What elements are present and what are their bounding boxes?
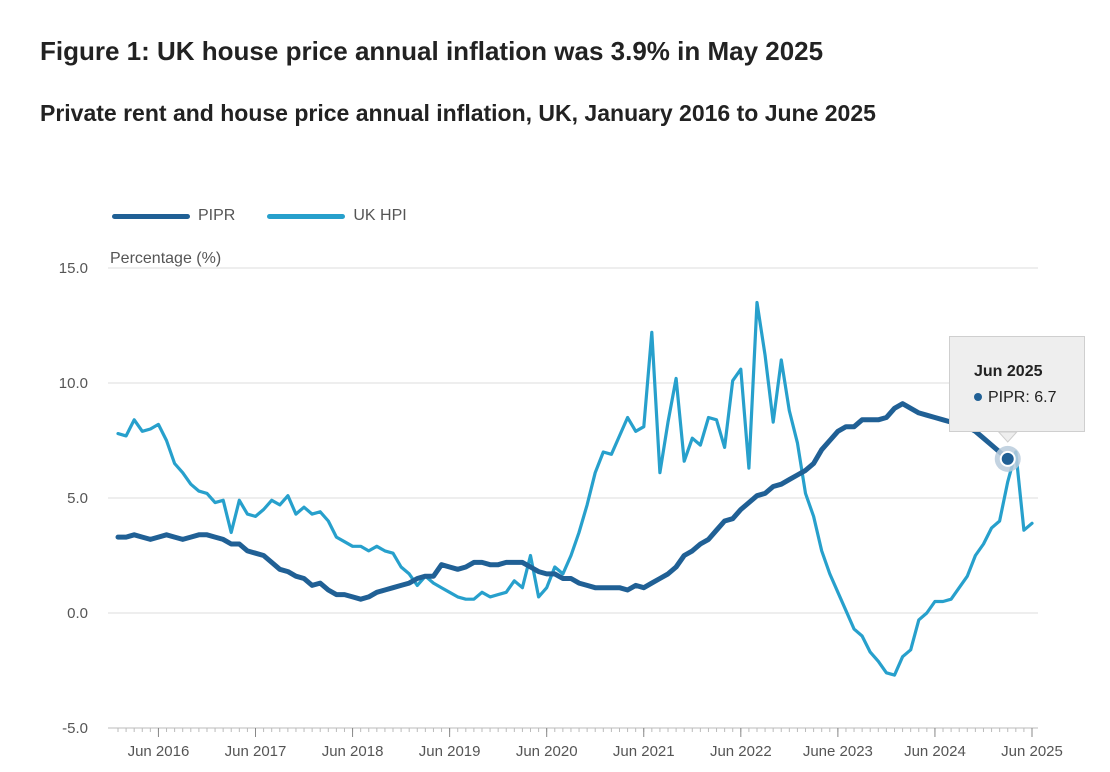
- x-tick-label: June 2023: [803, 743, 873, 760]
- tooltip-value: 6.7: [1034, 389, 1057, 406]
- tooltip-value-line: PIPR: 6.7: [974, 389, 1084, 407]
- x-tick-label: Jun 2016: [128, 743, 190, 760]
- x-tick-label: Jun 2022: [710, 743, 772, 760]
- hover-point[interactable]: [999, 450, 1016, 467]
- chart-legend: PIPR UK HPI: [112, 207, 439, 225]
- y-tick-label: 0.0: [67, 605, 88, 622]
- tooltip-pointer: [997, 431, 1018, 443]
- chart-subtitle: Private rent and house price annual infl…: [40, 100, 876, 126]
- legend-item-uk-hpi[interactable]: UK HPI: [267, 207, 407, 225]
- series-lines: [115, 300, 1034, 677]
- legend-label-pipr: PIPR: [198, 207, 236, 224]
- legend-swatch-pipr: [112, 213, 190, 219]
- series-line-uk-hpi[interactable]: [116, 300, 1034, 677]
- tooltip-series-name: PIPR: [988, 389, 1026, 406]
- y-axis: 15.0 10.0 5.0 0.0 -5.0: [59, 260, 88, 737]
- tooltip: Jun 2025 PIPR: 6.7: [949, 336, 1085, 432]
- legend-item-pipr[interactable]: PIPR: [112, 207, 235, 225]
- x-axis: Jun 2016 Jun 2017 Jun 2018 Jun 2019 Jun 2020…: [108, 727, 1063, 760]
- grid-lines: [108, 267, 1038, 614]
- y-tick-label: 10.0: [59, 375, 88, 392]
- tooltip-separator: :: [1025, 389, 1035, 406]
- x-tick-label: Jun 2019: [419, 743, 481, 760]
- x-tick-label: Jun 2021: [613, 743, 675, 760]
- x-tick-label: Jun 2017: [225, 743, 287, 760]
- tooltip-series-dot: [974, 392, 982, 401]
- x-tick-label: Jun 2024: [904, 743, 966, 760]
- y-tick-label: -5.0: [62, 720, 88, 737]
- x-tick-label: Jun 2020: [516, 743, 578, 760]
- series-line-pipr[interactable]: [115, 401, 1011, 602]
- chart-title: Figure 1: UK house price annual inflatio…: [40, 36, 824, 66]
- x-tick-label: Jun 2018: [322, 743, 384, 760]
- hover-marker: [994, 431, 1021, 472]
- y-tick-label: 5.0: [67, 490, 88, 507]
- y-tick-label: 15.0: [59, 260, 88, 277]
- legend-swatch-uk-hpi: [267, 213, 346, 219]
- legend-label-uk-hpi: UK HPI: [353, 207, 407, 224]
- x-tick-label: Jun 2025: [1001, 743, 1063, 760]
- tooltip-title: Jun 2025: [974, 363, 1043, 380]
- y-axis-label: Percentage (%): [110, 250, 221, 267]
